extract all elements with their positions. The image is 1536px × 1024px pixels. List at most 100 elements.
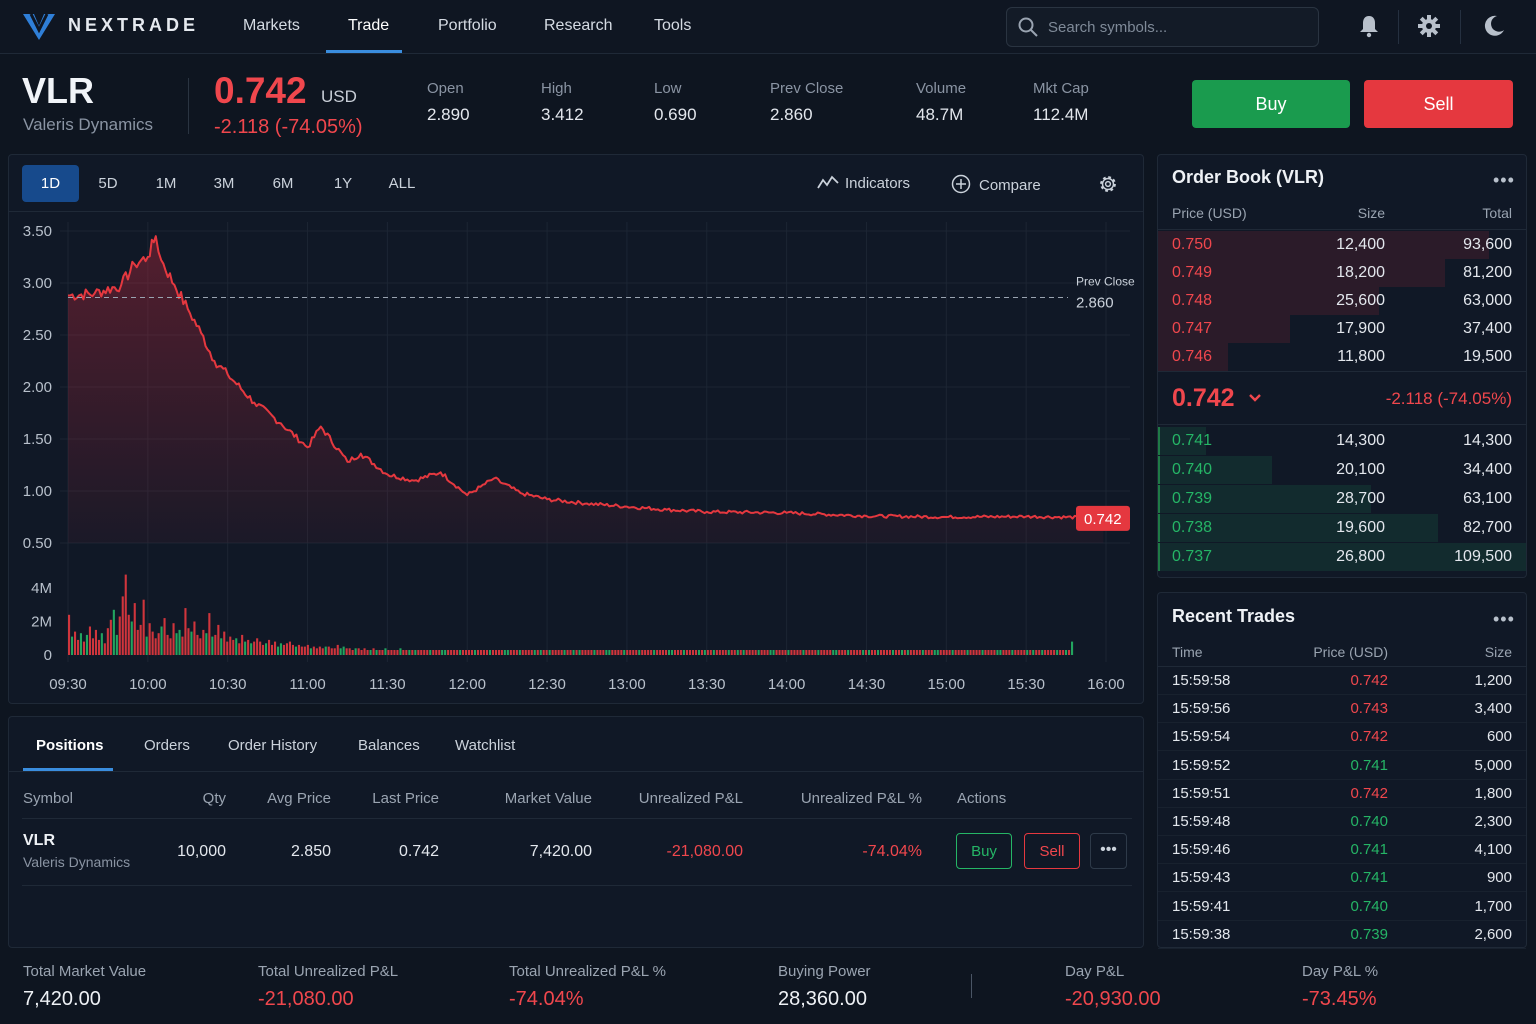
range-tab-1y[interactable]: 1Y — [333, 175, 353, 192]
ob-bid-row[interactable]: 0.738 19,600 82,700 — [1158, 514, 1526, 542]
volume-bar — [524, 650, 527, 655]
volume-bar — [465, 650, 468, 655]
tab-watchlist[interactable]: Watchlist — [455, 737, 516, 754]
volume-bar — [635, 650, 638, 655]
nav-markets[interactable]: Markets — [243, 17, 300, 34]
volume-bar — [533, 650, 536, 655]
ob-bid-row[interactable]: 0.737 26,800 109,500 — [1158, 543, 1526, 571]
volume-bar — [915, 650, 918, 655]
indicators-button[interactable]: Indicators — [817, 174, 910, 192]
moon-icon[interactable] — [1482, 14, 1506, 38]
volume-bar — [775, 650, 778, 655]
range-tab-5d[interactable]: 5D — [98, 175, 118, 192]
trade-price: 0.742 — [1350, 728, 1388, 746]
volume-bar — [790, 650, 793, 655]
compare-button[interactable]: Compare — [951, 174, 1041, 194]
volume-bar — [330, 648, 333, 655]
volume-bar — [945, 650, 948, 655]
buy-button[interactable]: Buy — [1192, 80, 1350, 128]
ob-ask-row[interactable]: 0.746 11,800 19,500 — [1158, 343, 1526, 371]
bell-icon[interactable] — [1357, 14, 1381, 38]
nav-trade[interactable]: Trade — [348, 17, 390, 34]
volume-bar — [77, 639, 80, 655]
tab-positions[interactable]: Positions — [36, 737, 104, 754]
range-tab-1d[interactable]: 1D — [22, 165, 79, 202]
volume-bar — [545, 650, 548, 655]
search-input[interactable] — [1048, 9, 1308, 45]
order-book-more-icon[interactable]: ••• — [1493, 170, 1515, 190]
range-tab-6m[interactable]: 6M — [272, 175, 294, 192]
volume-bar — [1026, 650, 1029, 655]
x-tick-label: 11:30 — [369, 676, 405, 693]
volume-bar — [109, 619, 112, 655]
volume-bar — [1011, 650, 1014, 655]
position-symbol[interactable]: VLR — [23, 832, 55, 849]
volume-bar — [885, 650, 888, 655]
summary-label: Total Unrealized P&L — [258, 963, 399, 980]
ob-ask-row[interactable]: 0.747 17,900 37,400 — [1158, 315, 1526, 343]
tab-orders[interactable]: Orders — [144, 737, 190, 754]
stat-high-label: High — [541, 80, 572, 97]
volume-bar — [74, 631, 77, 655]
order-book-title: Order Book (VLR) — [1172, 167, 1325, 187]
ob-ask-row[interactable]: 0.750 12,400 93,600 — [1158, 231, 1526, 259]
volume-bar — [957, 650, 960, 655]
chart-settings-icon[interactable] — [1097, 173, 1119, 195]
volume-bar — [279, 643, 282, 655]
range-tab-1m[interactable]: 1M — [155, 175, 177, 192]
ob-price: 0.748 — [1172, 292, 1213, 309]
volume-bar — [1038, 650, 1041, 655]
ob-depth-bar — [1158, 485, 1372, 513]
volume-bar — [611, 650, 614, 655]
position-sell-button[interactable]: Sell — [1024, 833, 1080, 869]
volume-bar — [363, 648, 366, 655]
nav-research[interactable]: Research — [544, 17, 613, 34]
ob-depth-bar — [1158, 456, 1273, 484]
ob-size: 20,100 — [1336, 461, 1385, 478]
volume-bar — [399, 648, 402, 655]
volume-bar — [865, 650, 868, 655]
volume-bar — [909, 650, 912, 655]
price-chart[interactable]: 3.50 3.00 2.50 2.00 1.50 1.00 0.50 4M 2M 0 09:30 1… — [0, 212, 1150, 702]
volume-bar — [844, 650, 847, 655]
volume-bar — [963, 650, 966, 655]
nav-portfolio[interactable]: Portfolio — [438, 17, 497, 34]
ob-bid-row[interactable]: 0.739 28,700 63,100 — [1158, 485, 1526, 513]
volume-bar — [515, 650, 518, 655]
summary-divider — [971, 974, 972, 998]
volume-bar — [847, 650, 850, 655]
volume-bar — [641, 650, 644, 655]
volume-bar — [969, 650, 972, 655]
range-tab-3m[interactable]: 3M — [213, 175, 235, 192]
tab-order-history[interactable]: Order History — [228, 737, 318, 754]
ob-bid-row[interactable]: 0.741 14,300 14,300 — [1158, 427, 1526, 455]
ob-ask-row[interactable]: 0.748 25,600 63,000 — [1158, 287, 1526, 315]
gear-icon[interactable] — [1417, 14, 1441, 38]
position-buy-button[interactable]: Buy — [956, 833, 1012, 869]
more-actions-button[interactable]: ••• — [1090, 833, 1127, 869]
sell-button[interactable]: Sell — [1364, 80, 1513, 128]
volume-bar — [1050, 650, 1053, 655]
nav-tools[interactable]: Tools — [654, 17, 692, 34]
volume-bar — [509, 650, 512, 655]
volume-bar — [288, 641, 291, 655]
tab-balances[interactable]: Balances — [358, 737, 420, 754]
range-tab-all[interactable]: ALL — [388, 175, 416, 192]
ob-price: 0.747 — [1172, 320, 1213, 337]
volume-bar — [211, 636, 214, 655]
volume-bar — [682, 650, 685, 655]
trade-row: 15:59:58 0.742 1,200 — [1158, 667, 1526, 695]
ob-bid-row[interactable]: 0.740 20,100 34,400 — [1158, 456, 1526, 484]
position-company: Valeris Dynamics — [23, 854, 131, 870]
logo-icon[interactable] — [22, 12, 56, 42]
trade-price: 0.741 — [1350, 841, 1388, 859]
recent-trades-more-icon[interactable]: ••• — [1493, 609, 1515, 629]
volume-bar — [450, 650, 453, 655]
volume-bar — [408, 650, 411, 655]
ob-ask-row[interactable]: 0.749 18,200 81,200 — [1158, 259, 1526, 287]
volume-bar — [175, 633, 178, 655]
ob-bid-edge — [1158, 456, 1160, 484]
trade-row: 15:59:41 0.740 1,700 — [1158, 893, 1526, 921]
volume-bar — [829, 650, 832, 655]
volume-bar — [903, 650, 906, 655]
